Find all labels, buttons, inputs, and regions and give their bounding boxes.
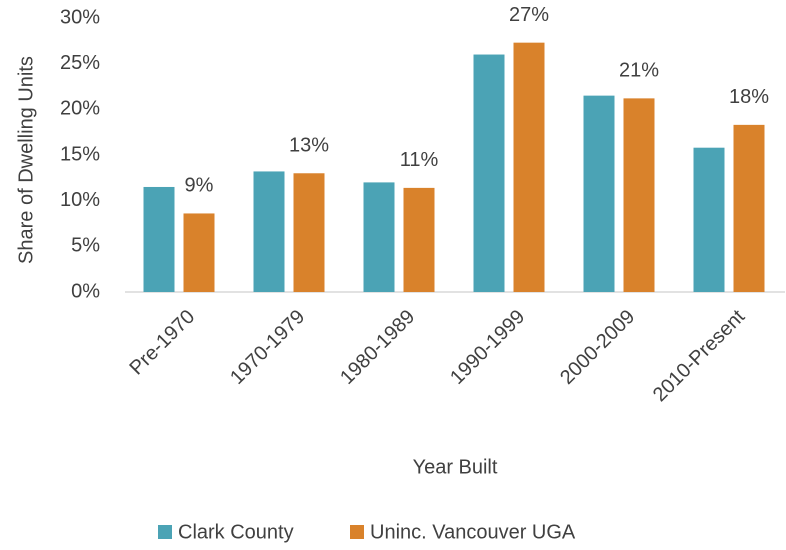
y-tick-label: 25% [60, 52, 100, 74]
x-tick-label: 1970-1979 [226, 306, 309, 389]
x-tick-label: 2000-2009 [556, 306, 639, 389]
data-label: 13% [289, 135, 329, 157]
legend-label: Clark County [178, 521, 294, 543]
y-tick-label: 5% [71, 235, 100, 257]
y-axis-title: Share of Dwelling Units [15, 56, 37, 264]
bar [513, 42, 545, 292]
bar [253, 171, 285, 292]
data-label: 27% [509, 4, 549, 26]
bar [363, 182, 395, 292]
bar [473, 54, 505, 293]
bar [583, 95, 615, 292]
y-tick-label: 10% [60, 189, 100, 211]
legend-label: Uninc. Vancouver UGA [370, 521, 576, 543]
bar [293, 173, 325, 292]
bar [733, 124, 765, 292]
bar [623, 98, 655, 292]
y-tick-label: 0% [71, 280, 100, 302]
data-label: 11% [400, 149, 439, 171]
data-label: 21% [619, 60, 659, 82]
bar [403, 187, 435, 292]
x-tick-label: 1980-1989 [336, 306, 419, 389]
data-label: 9% [185, 175, 214, 197]
legend-swatch [350, 525, 364, 539]
x-tick-label: 1990-1999 [446, 306, 529, 389]
x-tick-label: Pre-1970 [126, 306, 200, 380]
y-tick-label: 15% [60, 143, 100, 165]
x-axis-title: Year Built [413, 456, 498, 478]
y-tick-label: 30% [60, 6, 100, 28]
x-tick-label: 2010-Present [649, 305, 750, 406]
bar [143, 186, 175, 292]
bar [183, 213, 215, 292]
y-tick-label: 20% [60, 98, 100, 120]
data-label: 18% [729, 86, 769, 108]
bar [693, 147, 725, 292]
legend-swatch [158, 525, 172, 539]
